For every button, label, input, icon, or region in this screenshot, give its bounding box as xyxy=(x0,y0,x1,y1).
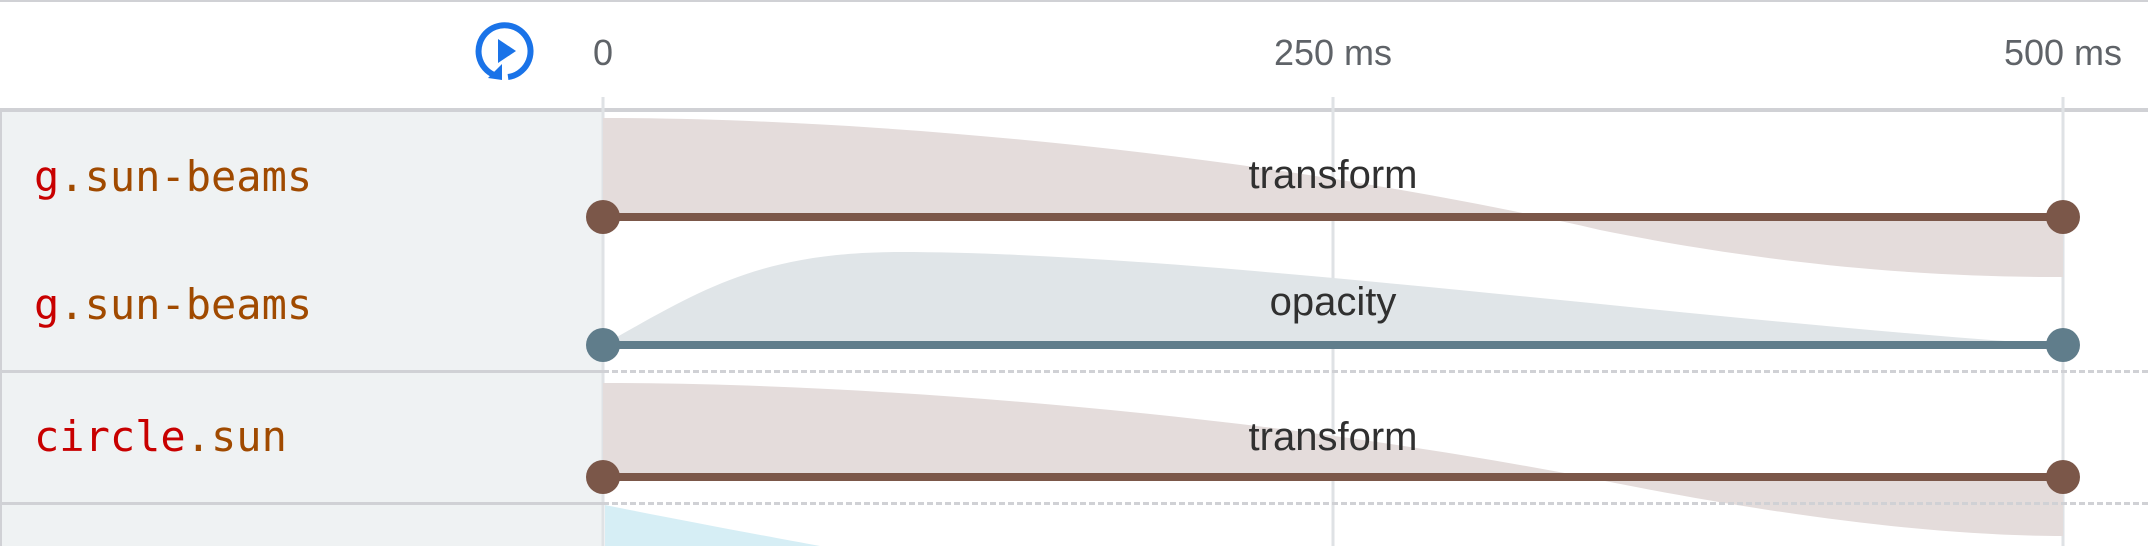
row-divider xyxy=(0,502,603,505)
row-divider-dashed xyxy=(603,370,2148,373)
keyframe-start-handle[interactable] xyxy=(586,200,620,234)
easing-curve-fill xyxy=(603,383,2063,536)
animation-property-label: opacity xyxy=(1269,280,1397,324)
animation-property-label: transform xyxy=(1248,153,1418,197)
element-labels-panel xyxy=(0,111,603,546)
time-tick-500: 500 ms xyxy=(2003,32,2123,73)
animation-target-label[interactable]: g.sun-beams xyxy=(34,152,312,201)
row-divider-dashed xyxy=(603,502,2148,505)
easing-curve-fill xyxy=(605,505,820,546)
element-class: .sun-beams xyxy=(59,280,313,329)
element-class: .sun-beams xyxy=(59,152,313,201)
keyframe-end-handle[interactable] xyxy=(2046,460,2080,494)
easing-curve-fill xyxy=(603,252,2063,345)
keyframe-end-handle[interactable] xyxy=(2046,200,2080,234)
animation-target-label[interactable]: g.sun-beams xyxy=(34,280,312,329)
time-tick-250: 250 ms xyxy=(1273,32,1393,73)
keyframe-end-handle[interactable] xyxy=(2046,328,2080,362)
time-tick-0: 0 xyxy=(592,32,614,73)
replay-play-icon xyxy=(475,22,534,80)
element-tag: g xyxy=(34,152,60,201)
animation-target-label[interactable]: circle.sun xyxy=(34,412,287,461)
element-tag: g xyxy=(34,280,60,329)
element-tag: circle xyxy=(34,412,186,461)
top-border xyxy=(0,0,2148,2)
easing-curve-fill xyxy=(603,118,2063,277)
keyframe-start-handle[interactable] xyxy=(586,328,620,362)
header-divider xyxy=(0,108,2148,112)
replay-button[interactable] xyxy=(472,20,536,84)
row-divider xyxy=(0,370,603,373)
element-class: .sun xyxy=(185,412,287,461)
keyframe-start-handle[interactable] xyxy=(586,460,620,494)
animation-property-label: transform xyxy=(1248,415,1418,459)
